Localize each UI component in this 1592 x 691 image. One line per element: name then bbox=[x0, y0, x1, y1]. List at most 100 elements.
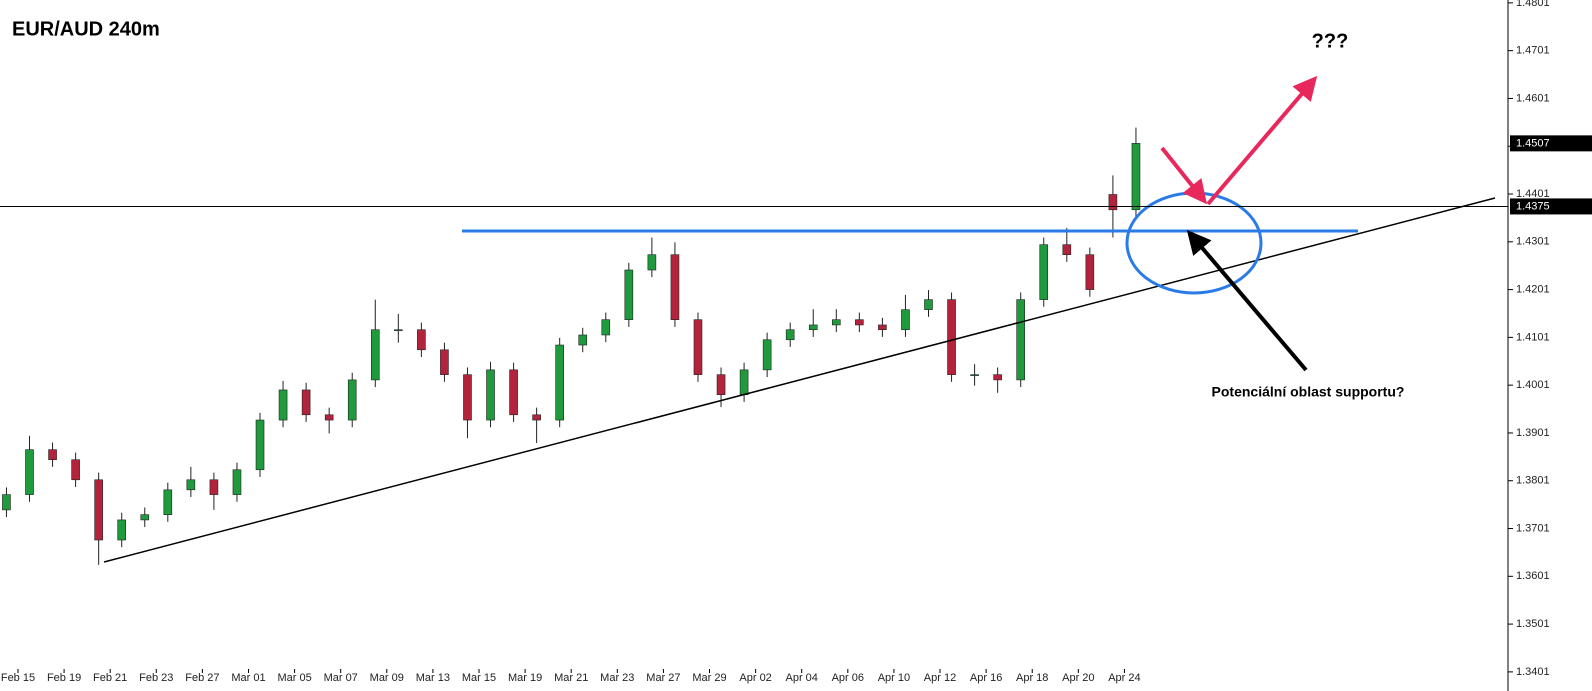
candle-body bbox=[25, 449, 34, 495]
trendline bbox=[103, 197, 1496, 563]
y-tick-label: 1.3501 bbox=[1516, 618, 1550, 630]
x-tick-label: Mar 07 bbox=[324, 672, 358, 684]
candle-body bbox=[486, 369, 495, 421]
x-tick-label: Feb 23 bbox=[139, 672, 173, 684]
candle-body bbox=[555, 344, 564, 421]
y-tick-label: 1.4001 bbox=[1516, 379, 1550, 391]
x-tick-label: Mar 15 bbox=[462, 672, 496, 684]
x-tick-label: Apr 20 bbox=[1062, 672, 1094, 684]
candle-body bbox=[209, 479, 219, 495]
arrow-up bbox=[1206, 75, 1318, 206]
x-tick-label: Mar 13 bbox=[416, 672, 450, 684]
x-tick-label: Feb 19 bbox=[47, 672, 81, 684]
candle-body bbox=[601, 319, 611, 336]
candle-body bbox=[970, 374, 979, 376]
candle-body bbox=[278, 389, 288, 421]
candle-body bbox=[2, 494, 11, 511]
y-tick-label: 1.4101 bbox=[1516, 331, 1550, 343]
candle-body bbox=[1085, 254, 1095, 290]
candle-body bbox=[901, 309, 910, 331]
y-tick-label: 1.3401 bbox=[1516, 666, 1550, 678]
x-tick-label: Mar 05 bbox=[277, 672, 311, 684]
y-tick-label: 1.4801 bbox=[1516, 0, 1550, 9]
candle-body bbox=[670, 254, 680, 320]
candle-body bbox=[739, 369, 749, 396]
y-tick-label: 1.4401 bbox=[1516, 188, 1550, 200]
candle-body bbox=[394, 329, 403, 332]
candle-body bbox=[71, 459, 80, 481]
arrow-support bbox=[1186, 229, 1308, 372]
x-tick-label: Feb 15 bbox=[1, 672, 35, 684]
x-tick-label: Apr 16 bbox=[970, 672, 1002, 684]
x-tick-label: Apr 18 bbox=[1016, 672, 1048, 684]
y-tick-label: 1.3801 bbox=[1516, 475, 1550, 487]
x-tick-label: Feb 27 bbox=[185, 672, 219, 684]
candle-body bbox=[417, 329, 426, 351]
candle-body bbox=[1062, 244, 1072, 256]
candle-body bbox=[440, 349, 449, 375]
candle-body bbox=[509, 369, 518, 416]
candle-body bbox=[878, 324, 887, 331]
candle-body bbox=[855, 319, 864, 326]
candle-body bbox=[947, 299, 956, 375]
candle-body bbox=[647, 254, 657, 271]
x-tick-label: Mar 23 bbox=[600, 672, 634, 684]
last-price-bg bbox=[1510, 135, 1592, 152]
candle-body bbox=[324, 414, 334, 421]
y-tick-label: 1.3601 bbox=[1516, 570, 1550, 582]
y-tick-label: 1.3901 bbox=[1516, 427, 1550, 439]
annotation: Potenciální oblast supportu? bbox=[1212, 384, 1405, 400]
candle-body bbox=[808, 324, 818, 331]
x-tick-label: Mar 01 bbox=[231, 672, 265, 684]
last-price-label: 1.4507 bbox=[1516, 137, 1550, 149]
price-label-bg bbox=[1510, 198, 1592, 215]
x-tick-label: Apr 12 bbox=[924, 672, 956, 684]
candle-body bbox=[578, 334, 588, 346]
candle-body bbox=[94, 479, 103, 541]
candle-body bbox=[831, 319, 841, 326]
candle-body bbox=[347, 379, 357, 421]
candle-body bbox=[186, 479, 196, 491]
candle-body bbox=[1039, 244, 1049, 300]
candle-body bbox=[370, 329, 380, 381]
candle-body bbox=[762, 339, 772, 371]
x-tick-label: Mar 19 bbox=[508, 672, 542, 684]
y-tick-label: 1.4601 bbox=[1516, 92, 1550, 104]
candle-body bbox=[48, 449, 57, 461]
y-tick-label: 1.4301 bbox=[1516, 236, 1550, 248]
x-tick-label: Mar 29 bbox=[692, 672, 726, 684]
x-tick-label: Mar 21 bbox=[554, 672, 588, 684]
candle-body bbox=[1131, 143, 1141, 211]
annotation: ??? bbox=[1312, 30, 1349, 52]
candle-body bbox=[924, 299, 933, 310]
x-tick-label: Apr 06 bbox=[832, 672, 864, 684]
candle-body bbox=[785, 329, 795, 341]
price-label: 1.4375 bbox=[1516, 200, 1550, 212]
candle-body bbox=[301, 389, 311, 416]
candle-body bbox=[624, 269, 634, 320]
chart-title: EUR/AUD 240m bbox=[12, 18, 160, 40]
support-zone bbox=[1125, 191, 1263, 295]
candle-body bbox=[117, 519, 127, 541]
plot-area bbox=[2, 127, 1141, 565]
candle-body bbox=[1108, 194, 1118, 211]
candle-body bbox=[232, 469, 242, 495]
x-tick-label: Apr 10 bbox=[878, 672, 910, 684]
x-tick-label: Feb 21 bbox=[93, 672, 127, 684]
x-tick-label: Mar 27 bbox=[646, 672, 680, 684]
candle-body bbox=[163, 489, 173, 515]
candle-body bbox=[140, 514, 150, 521]
candle-body bbox=[255, 419, 265, 471]
candle-body bbox=[716, 374, 726, 396]
arrow-down bbox=[1160, 146, 1207, 205]
candle-body bbox=[993, 374, 1002, 381]
x-tick-label: Apr 02 bbox=[739, 672, 771, 684]
candle-body bbox=[463, 374, 472, 421]
candle-body bbox=[1016, 299, 1026, 381]
y-tick-label: 1.4201 bbox=[1516, 283, 1550, 295]
x-tick-label: Apr 04 bbox=[786, 672, 818, 684]
candle-body bbox=[693, 319, 703, 375]
y-tick-label: 1.4701 bbox=[1516, 45, 1550, 57]
y-tick-label: 1.3701 bbox=[1516, 522, 1550, 534]
